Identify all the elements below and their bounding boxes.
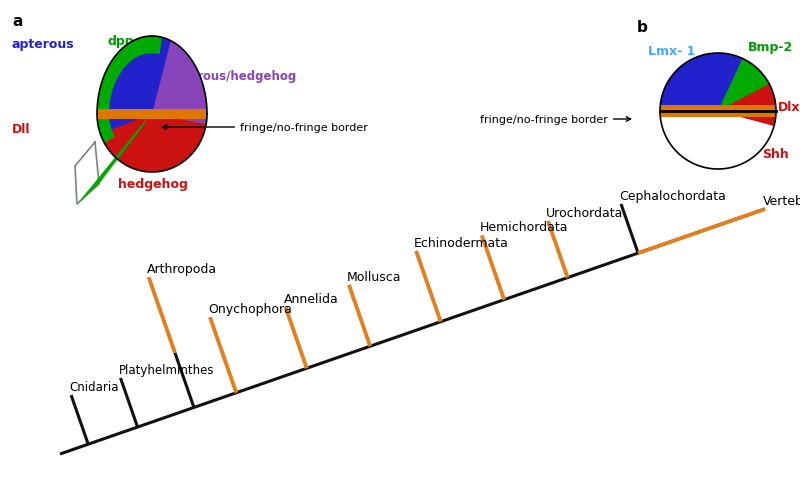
Polygon shape (97, 37, 171, 135)
Text: Dlx: Dlx (778, 102, 800, 114)
Text: fringe/no-fringe border: fringe/no-fringe border (480, 115, 630, 125)
Text: Arthropoda: Arthropoda (146, 263, 217, 276)
Text: Echinodermata: Echinodermata (414, 236, 509, 249)
Text: Mollusca: Mollusca (347, 270, 402, 283)
Polygon shape (660, 112, 776, 170)
Text: Platyhelminthes: Platyhelminthes (118, 363, 214, 376)
Polygon shape (718, 84, 776, 127)
Bar (97, 110, 207, 120)
Text: Bmp-2: Bmp-2 (748, 41, 794, 54)
Polygon shape (97, 101, 207, 173)
Text: Cephalochordata: Cephalochordata (619, 190, 726, 203)
Text: Cnidaria: Cnidaria (69, 380, 118, 393)
Text: fringe/no-fringe border: fringe/no-fringe border (162, 123, 368, 133)
Text: apterous: apterous (12, 39, 74, 51)
Text: b: b (637, 20, 648, 36)
Text: Annelida: Annelida (283, 292, 338, 305)
Text: Onychophora: Onychophora (208, 303, 292, 316)
Polygon shape (718, 60, 776, 112)
Polygon shape (77, 120, 146, 204)
Text: dpp: dpp (108, 36, 134, 48)
Text: Dll: Dll (12, 123, 30, 136)
Polygon shape (660, 54, 776, 112)
Polygon shape (97, 37, 207, 125)
Text: Vertebrata: Vertebrata (763, 195, 800, 207)
Text: Shh: Shh (762, 148, 789, 161)
Text: apterous/hedgehog: apterous/hedgehog (168, 70, 298, 83)
Polygon shape (97, 37, 162, 143)
Text: Urochordata: Urochordata (546, 206, 623, 220)
Text: hedgehog: hedgehog (118, 178, 188, 191)
Polygon shape (142, 37, 162, 55)
Text: a: a (12, 15, 22, 29)
Polygon shape (660, 106, 776, 118)
Text: Lmx- 1: Lmx- 1 (648, 45, 695, 59)
Polygon shape (75, 142, 99, 204)
Text: Hemichordata: Hemichordata (480, 221, 568, 234)
Polygon shape (97, 110, 207, 120)
